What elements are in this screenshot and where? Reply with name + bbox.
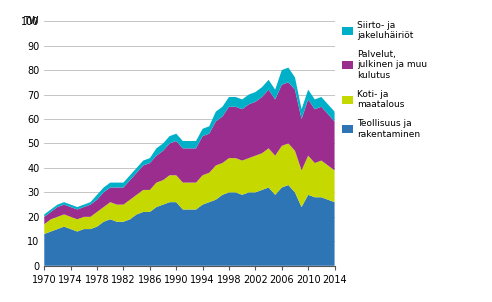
Y-axis label: TW: TW xyxy=(23,16,38,26)
Legend: Siirto- ja
jakeluhäiriöt, Palvelut,
julkinen ja muu
kulutus, Koti- ja
maatalous,: Siirto- ja jakeluhäiriöt, Palvelut, julk… xyxy=(342,21,428,139)
